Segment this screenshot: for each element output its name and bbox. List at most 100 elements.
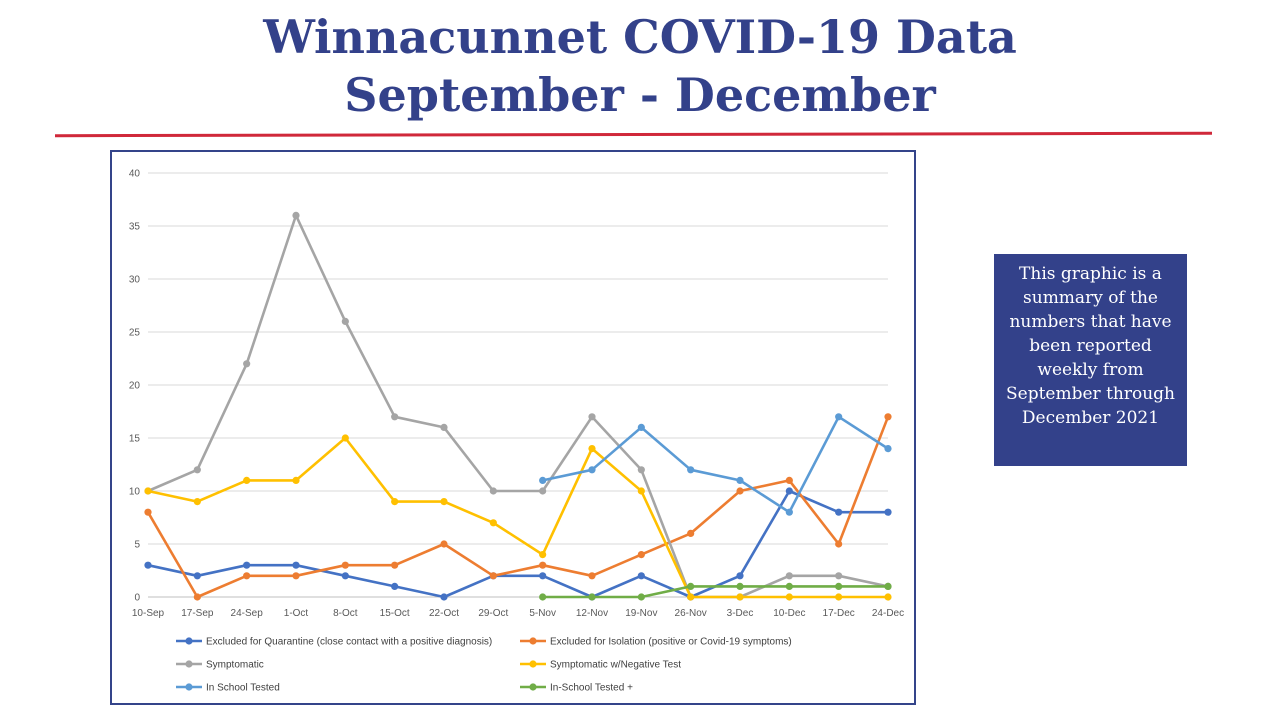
series-point [193,572,201,580]
series-point [588,445,596,453]
series-point [489,519,497,527]
series-line [146,436,890,599]
x-tick-label: 12-Nov [576,608,608,619]
y-tick-label: 25 [129,328,141,339]
series-point [835,593,843,601]
y-tick-label: 5 [134,540,140,551]
series-point [884,413,892,421]
x-tick-label: 19-Nov [625,608,657,619]
series-point [884,508,892,516]
series-point [193,498,201,506]
y-tick-label: 20 [129,381,141,392]
x-tick-label: 15-Oct [380,608,410,619]
series-point [687,593,695,601]
title-divider [55,131,1212,138]
legend-marker [529,683,537,691]
series-line [146,415,890,599]
series-point [144,561,152,569]
series-point [884,445,892,453]
series-point [785,476,793,484]
legend-label: Excluded for Quarantine (close contact w… [206,637,492,648]
series-point [193,593,201,601]
series-point [687,529,695,537]
y-tick-label: 35 [129,222,141,233]
series-point [292,211,300,219]
series-point [736,476,744,484]
x-tick-label: 1-Oct [284,608,309,619]
series-point [835,508,843,516]
y-tick-label: 0 [134,593,140,604]
series-point [785,508,793,516]
x-tick-label: 29-Oct [478,608,508,619]
series-point [292,476,300,484]
y-tick-label: 10 [129,487,141,498]
x-tick-label: 22-Oct [429,608,459,619]
series-point [489,487,497,495]
series-point [539,572,547,580]
x-tick-label: 17-Sep [181,608,214,619]
y-tick-label: 30 [129,275,141,286]
series-point [391,582,399,590]
series-point [243,360,251,368]
series-point [785,487,793,495]
y-tick-label: 40 [129,169,141,180]
series-point [144,487,152,495]
series-point [193,466,201,474]
series-point [835,540,843,548]
series-point [391,498,399,506]
series-point [440,540,448,548]
x-tick-label: 10-Sep [132,608,165,619]
x-tick-label: 24-Dec [872,608,904,619]
x-tick-label: 26-Nov [675,608,707,619]
series-point [341,561,349,569]
series-point [588,593,596,601]
series-point [539,476,547,484]
series-point [341,434,349,442]
legend-label: In School Tested [206,683,280,694]
x-tick-label: 10-Dec [773,608,805,619]
series-line [541,415,890,514]
legend-marker [185,637,193,645]
series-point [539,551,547,559]
series-point [391,561,399,569]
legend-label: In-School Tested + [550,683,633,694]
series-point [736,487,744,495]
line-chart: 0 5 10 15 20 25 30 35 40 10-Sep 17-Sep 24-Sep 1-Oct 8… [129,169,904,694]
x-tick-label: 3-Dec [727,608,754,619]
series-point [489,572,497,580]
x-tick-label: 24-Sep [231,608,264,619]
summary-note: This graphic is a summary of the numbers… [994,254,1187,466]
series-point [637,466,645,474]
legend-marker [185,660,193,668]
series-line [146,489,890,599]
series-point [539,593,547,601]
series-point [588,466,596,474]
legend-marker [529,637,537,645]
series-point [144,508,152,516]
series-point [243,561,251,569]
x-tick-label: 8-Oct [333,608,358,619]
series-point [884,582,892,590]
series-point [539,487,547,495]
y-tick-label: 15 [129,434,141,445]
series-point [785,572,793,580]
slide-title-line-1: Winnacunnet COVID-19 Data [263,10,1017,64]
series-point [637,593,645,601]
series-point [440,593,448,601]
legend-label: Excluded for Isolation (positive or Covi… [550,637,792,648]
series-point [736,593,744,601]
series-point [539,561,547,569]
legend-label: Symptomatic w/Negative Test [550,660,681,671]
series-point [637,423,645,431]
series-point [341,572,349,580]
x-tick-label: 17-Dec [823,608,855,619]
series-point [835,582,843,590]
series-point [687,582,695,590]
series-point [637,551,645,559]
series-point [440,423,448,431]
series-point [736,582,744,590]
series-point [637,572,645,580]
series-point [884,593,892,601]
series-point [391,413,399,421]
legend-marker [185,683,193,691]
